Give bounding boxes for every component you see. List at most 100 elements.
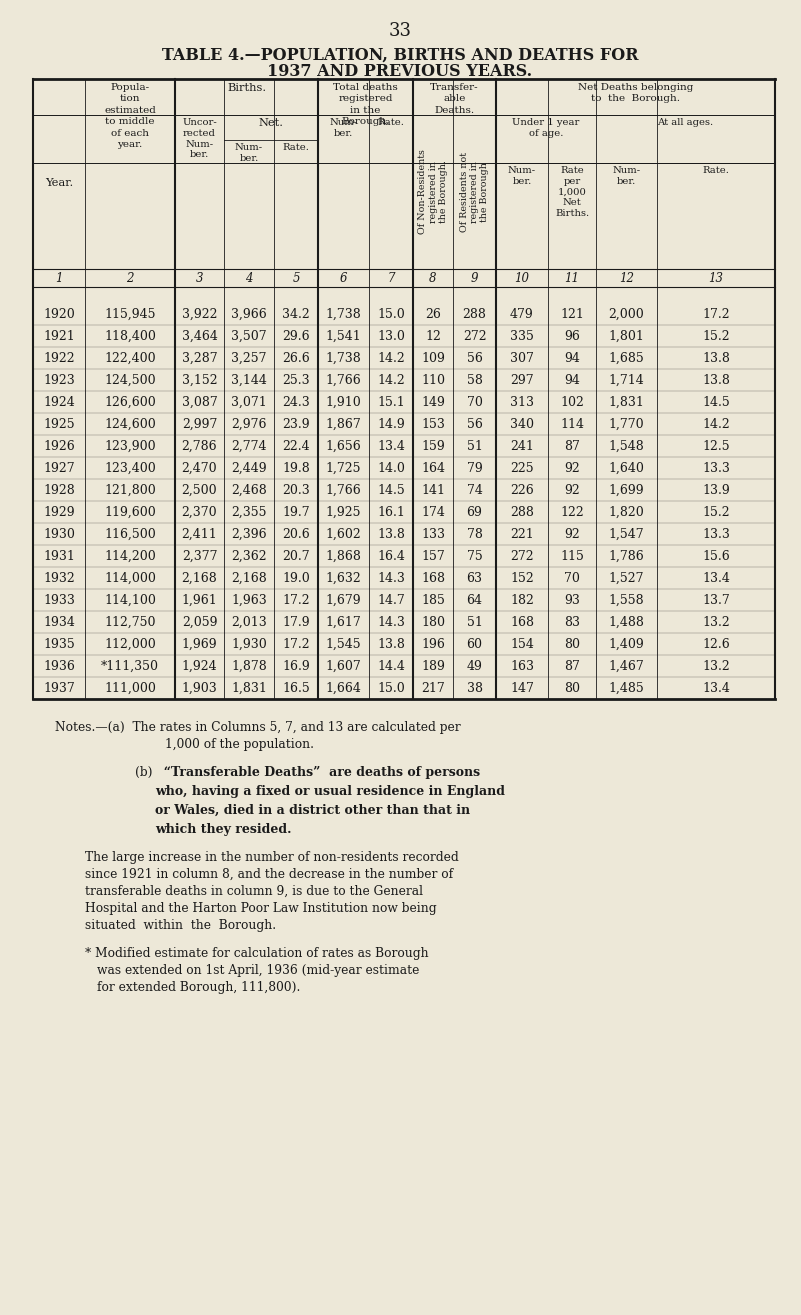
- Text: 123,900: 123,900: [104, 439, 156, 452]
- Text: 2,059: 2,059: [182, 615, 217, 629]
- Text: 149: 149: [421, 396, 445, 409]
- Text: *111,350: *111,350: [101, 660, 159, 672]
- Text: 25.3: 25.3: [282, 373, 310, 387]
- Text: 13.8: 13.8: [377, 638, 405, 651]
- Text: 16.9: 16.9: [282, 660, 310, 672]
- Text: 2,774: 2,774: [231, 439, 267, 452]
- Text: 133: 133: [421, 527, 445, 540]
- Text: 225: 225: [510, 462, 533, 475]
- Text: 112,000: 112,000: [104, 638, 156, 651]
- Text: 1932: 1932: [43, 572, 74, 584]
- Text: 164: 164: [421, 462, 445, 475]
- Text: 121,800: 121,800: [104, 484, 156, 497]
- Text: 10: 10: [514, 271, 529, 284]
- Text: 69: 69: [466, 505, 482, 518]
- Text: 3,087: 3,087: [182, 396, 217, 409]
- Text: 12: 12: [425, 330, 441, 342]
- Text: Net.: Net.: [259, 118, 284, 128]
- Text: 15.6: 15.6: [702, 550, 730, 563]
- Text: 111,000: 111,000: [104, 681, 156, 694]
- Text: 14.5: 14.5: [377, 484, 405, 497]
- Text: 87: 87: [564, 439, 580, 452]
- Text: 63: 63: [466, 572, 482, 584]
- Text: 217: 217: [421, 681, 445, 694]
- Text: 14.2: 14.2: [377, 373, 405, 387]
- Text: 13.2: 13.2: [702, 615, 730, 629]
- Text: 121: 121: [560, 308, 584, 321]
- Text: Num-
ber.: Num- ber.: [508, 166, 536, 185]
- Text: 13.8: 13.8: [702, 373, 730, 387]
- Text: 221: 221: [510, 527, 534, 540]
- Text: 2: 2: [127, 271, 134, 284]
- Text: 1927: 1927: [43, 462, 74, 475]
- Text: Of Residents not
registered in
the Borough: Of Residents not registered in the Borou…: [460, 153, 489, 231]
- Text: 13.4: 13.4: [702, 572, 730, 584]
- Text: 1,963: 1,963: [231, 593, 267, 606]
- Text: 15.1: 15.1: [377, 396, 405, 409]
- Text: 1,640: 1,640: [609, 462, 645, 475]
- Text: 1933: 1933: [43, 593, 75, 606]
- Text: 1,725: 1,725: [326, 462, 361, 475]
- Text: 1,786: 1,786: [609, 550, 644, 563]
- Text: 1,467: 1,467: [609, 660, 644, 672]
- Text: 8: 8: [429, 271, 437, 284]
- Text: 1,679: 1,679: [326, 593, 361, 606]
- Text: 1925: 1925: [43, 417, 74, 430]
- Text: 14.4: 14.4: [377, 660, 405, 672]
- Text: 114: 114: [560, 417, 584, 430]
- Text: 1,910: 1,910: [326, 396, 361, 409]
- Text: 153: 153: [421, 417, 445, 430]
- Text: 1,766: 1,766: [326, 373, 361, 387]
- Text: 3,922: 3,922: [182, 308, 217, 321]
- Text: for extended Borough, 111,800).: for extended Borough, 111,800).: [97, 981, 300, 994]
- Text: Transfer-
able
Deaths.: Transfer- able Deaths.: [430, 83, 479, 114]
- Text: 1,548: 1,548: [609, 439, 644, 452]
- Text: 15.2: 15.2: [702, 505, 730, 518]
- Text: 13: 13: [709, 271, 723, 284]
- Text: 1936: 1936: [43, 660, 75, 672]
- Text: 2,000: 2,000: [609, 308, 644, 321]
- Text: 1,664: 1,664: [325, 681, 361, 694]
- Text: 11: 11: [565, 271, 579, 284]
- Text: 2,013: 2,013: [231, 615, 267, 629]
- Text: 2,377: 2,377: [182, 550, 217, 563]
- Text: since 1921 in column 8, and the decrease in the number of: since 1921 in column 8, and the decrease…: [85, 868, 453, 881]
- Text: 13.3: 13.3: [702, 462, 730, 475]
- Text: 14.7: 14.7: [377, 593, 405, 606]
- Text: 14.0: 14.0: [377, 462, 405, 475]
- Text: 1,868: 1,868: [325, 550, 361, 563]
- Text: 1,831: 1,831: [609, 396, 645, 409]
- Text: 29.6: 29.6: [282, 330, 310, 342]
- Text: 116,500: 116,500: [104, 527, 156, 540]
- Text: 307: 307: [510, 351, 534, 364]
- Text: 92: 92: [564, 527, 580, 540]
- Text: 19.7: 19.7: [282, 505, 310, 518]
- Text: 335: 335: [510, 330, 534, 342]
- Text: 1,738: 1,738: [326, 351, 361, 364]
- Text: 83: 83: [564, 615, 580, 629]
- Text: 1,409: 1,409: [609, 638, 644, 651]
- Text: 13.4: 13.4: [377, 439, 405, 452]
- Text: 124,600: 124,600: [104, 417, 156, 430]
- Text: 20.7: 20.7: [282, 550, 310, 563]
- Text: 3,144: 3,144: [231, 373, 267, 387]
- Text: 1,903: 1,903: [182, 681, 217, 694]
- Text: 174: 174: [421, 505, 445, 518]
- Text: 51: 51: [466, 615, 482, 629]
- Text: 1,878: 1,878: [231, 660, 267, 672]
- Text: 340: 340: [510, 417, 534, 430]
- Text: 1,738: 1,738: [326, 308, 361, 321]
- Text: 74: 74: [466, 484, 482, 497]
- Text: 15.2: 15.2: [702, 330, 730, 342]
- Text: 154: 154: [510, 638, 534, 651]
- Text: 24.3: 24.3: [282, 396, 310, 409]
- Text: Rate.: Rate.: [283, 143, 309, 153]
- Text: 115,945: 115,945: [104, 308, 155, 321]
- Text: 3,071: 3,071: [231, 396, 267, 409]
- Text: 1924: 1924: [43, 396, 74, 409]
- Text: 33: 33: [388, 22, 412, 39]
- Text: 1,714: 1,714: [609, 373, 644, 387]
- Text: 112,750: 112,750: [104, 615, 155, 629]
- Text: 1926: 1926: [43, 439, 74, 452]
- Text: 20.3: 20.3: [282, 484, 310, 497]
